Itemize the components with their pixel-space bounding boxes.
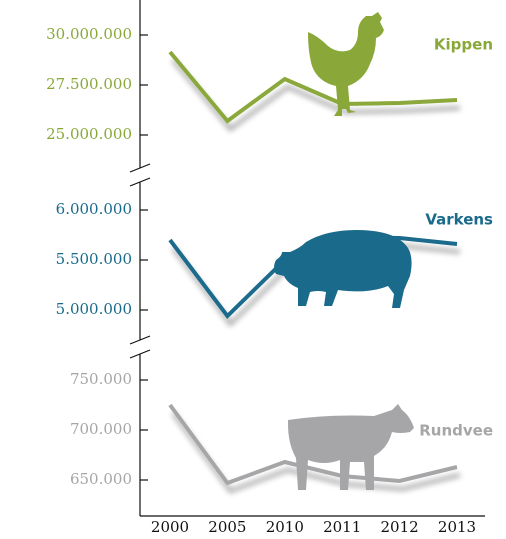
y-tick-label: 27.500.000	[46, 75, 132, 93]
x-tick-label: 2012	[381, 518, 419, 536]
axis-break	[129, 335, 151, 345]
axis-break	[129, 163, 151, 173]
axis-break	[129, 349, 151, 359]
y-tick-label: 5.000.000	[56, 300, 132, 318]
y-tick-label: 700.000	[70, 420, 132, 438]
y-tick-label: 750.000	[70, 370, 132, 388]
y-tick-label: 30.000.000	[46, 25, 132, 43]
y-tick-label: 25.000.000	[46, 125, 132, 143]
series-label: Varkens	[425, 211, 493, 229]
series-label: Kippen	[434, 36, 493, 54]
series-label: Rundvee	[419, 422, 493, 440]
illustrations	[274, 12, 414, 490]
y-tick-label: 6.000.000	[56, 200, 132, 218]
x-tick-label: 2010	[266, 518, 304, 536]
y-tick-label: 650.000	[70, 470, 132, 488]
cow	[288, 404, 414, 490]
x-tick-label: 2005	[208, 518, 246, 536]
x-tick-label: 2011	[323, 518, 361, 536]
chicken	[308, 12, 384, 116]
x-tick-label: 2013	[438, 518, 476, 536]
y-tick-label: 5.500.000	[56, 250, 132, 268]
axis	[129, 0, 485, 517]
x-tick-label: 2000	[151, 518, 189, 536]
series-line	[168, 403, 458, 486]
series-line	[168, 50, 458, 124]
pig	[274, 230, 412, 308]
axis-break	[129, 177, 151, 187]
